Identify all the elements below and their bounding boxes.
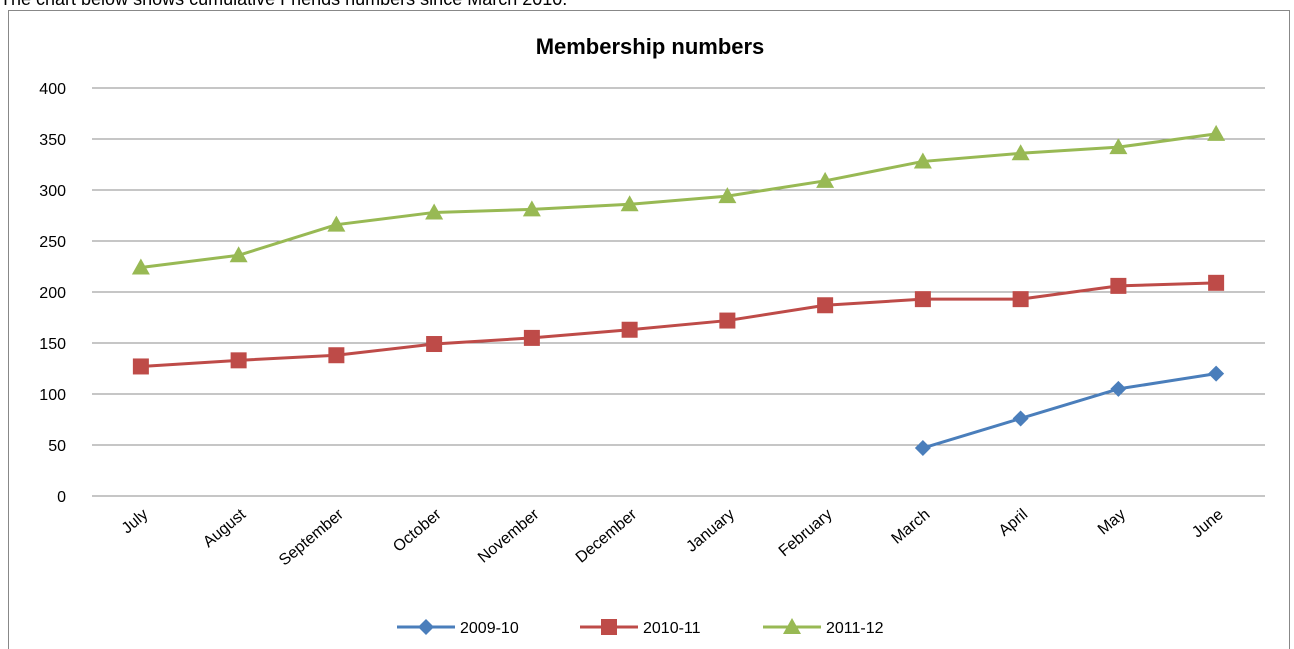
- legend-label: 2010-11: [643, 620, 701, 637]
- y-tick-label: 350: [39, 132, 66, 149]
- marker: [817, 297, 834, 314]
- marker: [418, 619, 434, 635]
- marker: [1012, 410, 1029, 427]
- y-tick-label: 250: [39, 234, 66, 251]
- marker: [816, 171, 835, 188]
- marker: [131, 258, 150, 275]
- y-tick-label: 200: [39, 285, 66, 302]
- y-tick-label: 300: [39, 183, 66, 200]
- marker: [328, 347, 345, 364]
- marker: [620, 195, 639, 212]
- marker: [426, 336, 443, 353]
- marker: [1208, 365, 1225, 382]
- marker: [425, 203, 444, 220]
- series-line: [922, 372, 1217, 450]
- chart-frame: [8, 10, 1290, 649]
- y-tick-label: 0: [57, 489, 66, 506]
- marker: [327, 215, 346, 232]
- marker: [1208, 274, 1225, 291]
- marker: [1110, 380, 1127, 397]
- marker: [132, 358, 149, 375]
- y-tick-label: 400: [39, 81, 66, 98]
- marker: [913, 152, 932, 169]
- marker: [783, 618, 801, 634]
- y-tick-label: 150: [39, 336, 66, 353]
- marker: [914, 291, 931, 308]
- intro-text: The chart below shows cumulative Friends…: [0, 0, 567, 9]
- marker: [719, 312, 736, 329]
- chart-title: Membership numbers: [536, 34, 765, 59]
- series-line: [140, 132, 1217, 270]
- legend-label: 2009-10: [460, 620, 519, 637]
- marker: [523, 329, 540, 346]
- marker: [1207, 124, 1226, 141]
- marker: [914, 440, 931, 457]
- marker: [522, 200, 541, 217]
- marker: [1012, 291, 1029, 308]
- legend-label: 2011-12: [826, 620, 884, 637]
- marker: [1011, 144, 1030, 161]
- marker: [621, 321, 638, 338]
- y-tick-label: 100: [39, 387, 66, 404]
- y-tick-label: 50: [48, 438, 66, 455]
- marker: [1109, 138, 1128, 155]
- marker: [601, 619, 617, 635]
- marker: [229, 246, 248, 263]
- marker: [1110, 277, 1127, 294]
- marker: [230, 352, 247, 369]
- series-line: [140, 281, 1217, 368]
- marker: [718, 187, 737, 204]
